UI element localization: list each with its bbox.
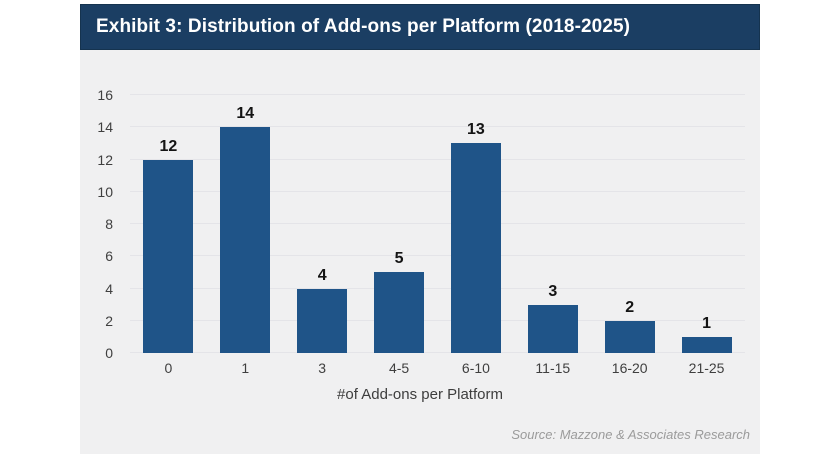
x-axis-tick-label: 11-15	[535, 360, 571, 376]
bar-slot: 5	[361, 95, 438, 353]
bar	[450, 143, 501, 353]
x-axis-tick-label: 6-10	[461, 360, 490, 376]
y-gridline	[130, 223, 745, 224]
y-axis-tick-label: 0	[105, 345, 113, 361]
exhibit-title: Exhibit 3: Distribution of Add-ons per P…	[96, 16, 631, 37]
bar-value-label: 13	[467, 121, 485, 139]
x-axis-tick-label: 4-5	[388, 360, 410, 376]
bar-value-label: 2	[625, 298, 635, 316]
bar-value-label: 5	[394, 250, 404, 268]
bar-slot: 12	[130, 95, 207, 353]
y-axis-tick-label: 2	[105, 312, 113, 329]
x-axis-tick-label: 3	[318, 360, 327, 376]
y-axis-tick-label: 14	[97, 119, 113, 136]
bar	[220, 127, 271, 353]
source-attribution: Source: Mazzone & Associates Research	[511, 427, 750, 442]
plot-area: 12 14 4 5 13 3 2 1	[130, 94, 745, 353]
y-axis-tick-label: 8	[105, 216, 113, 232]
bar	[297, 288, 348, 353]
bar	[143, 159, 194, 353]
y-axis-tick-label: 12	[97, 151, 113, 168]
y-gridline	[130, 319, 745, 321]
y-gridline	[130, 126, 745, 128]
bar	[527, 304, 578, 353]
x-axis-tick-label: 0	[164, 360, 173, 376]
bar-slot: 4	[284, 95, 361, 353]
bar-slot: 2	[591, 95, 668, 353]
y-axis-tick-label: 6	[105, 248, 113, 265]
y-gridline	[130, 255, 745, 257]
y-gridline	[130, 287, 745, 289]
bar-value-label: 12	[159, 137, 178, 155]
bar-value-label: 4	[317, 266, 327, 284]
x-axis-tick-label: 16-20	[611, 360, 648, 376]
y-axis-tick-label: 4	[105, 280, 113, 297]
bar-slot: 3	[514, 95, 591, 353]
y-axis-tick-label: 10	[97, 183, 113, 200]
bar-value-label: 1	[702, 314, 712, 332]
y-axis-tick-label: 16	[97, 87, 113, 103]
exhibit-title-bar: Exhibit 3: Distribution of Add-ons per P…	[80, 4, 760, 50]
bar-slot: 1	[668, 95, 745, 353]
x-axis-tick-label: 21-25	[688, 360, 725, 376]
x-axis-tick-label: 1	[241, 360, 250, 376]
bar-value-label: 14	[236, 105, 255, 123]
x-axis-title: #of Add-ons per Platform	[337, 386, 503, 403]
bar	[604, 320, 655, 353]
bar	[374, 272, 425, 353]
bar-slot: 13	[438, 95, 515, 353]
y-gridline	[130, 94, 745, 95]
bar	[681, 336, 732, 353]
y-gridline	[130, 352, 745, 353]
y-gridline	[130, 190, 745, 192]
bar-value-label: 3	[548, 282, 558, 300]
chart-panel: 12 14 4 5 13 3 2 1 #of Add-ons per Platform Sou…	[80, 50, 760, 454]
y-gridline	[130, 158, 745, 160]
bar-slot: 14	[207, 95, 284, 353]
